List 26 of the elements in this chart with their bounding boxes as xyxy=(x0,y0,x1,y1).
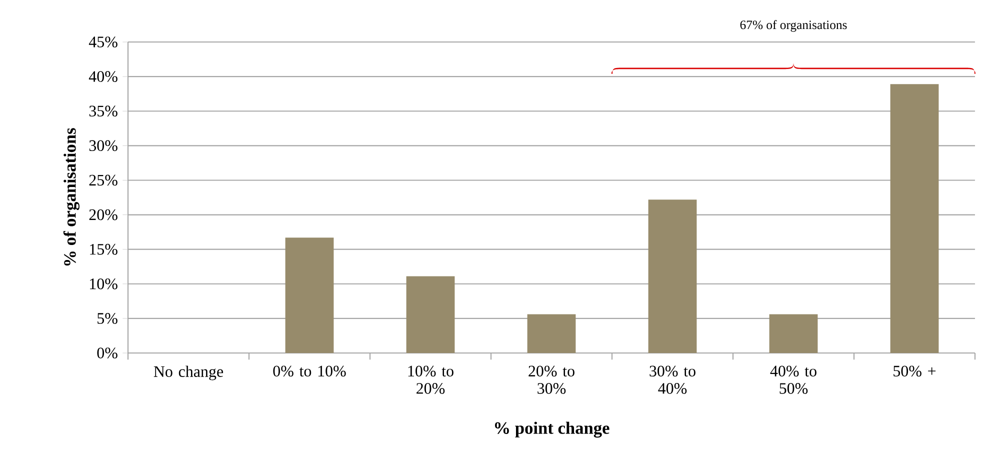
bar xyxy=(769,314,818,353)
bar xyxy=(285,238,334,353)
y-tick-label: 20% xyxy=(89,209,118,220)
bar xyxy=(890,84,939,353)
y-tick-label: 25% xyxy=(89,174,118,186)
text: 67% of organisations xyxy=(740,20,847,32)
x-tick-label: 0% to 10% xyxy=(273,366,346,377)
bar xyxy=(648,200,697,353)
y-tick-label: 35% xyxy=(89,106,118,117)
x-tick-label: No change xyxy=(154,366,224,380)
x-tick-label: 40% to 50% xyxy=(770,366,816,394)
y-tick-label: 30% xyxy=(89,140,118,152)
y-tick-label: 45% xyxy=(88,36,118,48)
bar xyxy=(527,314,576,353)
y-tick-label: 40% xyxy=(88,71,118,82)
x-tick-label: 50% + xyxy=(894,366,936,377)
x-tick-label: 30% to 40% xyxy=(650,366,696,394)
y-tick-label: 15% xyxy=(90,244,118,255)
y-tick-label: 5% xyxy=(98,313,118,324)
y-tick-label: 0% xyxy=(97,348,118,358)
x-axis-title: % point change xyxy=(495,422,610,438)
y-tick-label: 10% xyxy=(90,278,118,290)
y-axis-title: % of organisations xyxy=(63,128,80,266)
x-tick-label: 10% to 20% xyxy=(408,366,454,394)
bar xyxy=(406,276,455,353)
x-tick-label: 20% to 30% xyxy=(528,366,574,394)
